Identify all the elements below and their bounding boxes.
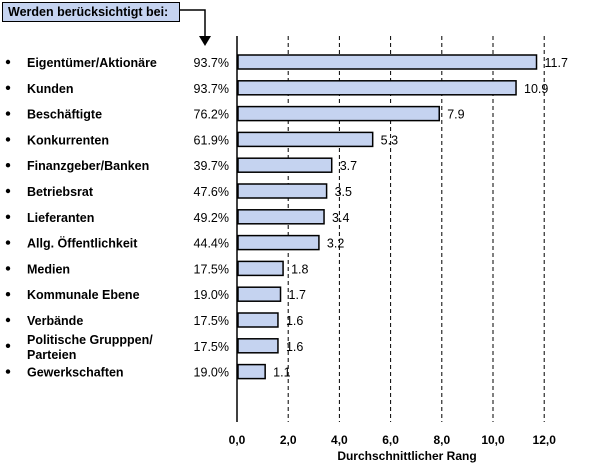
grid-lines [287, 36, 545, 422]
percentage-label: 47.6% [194, 185, 229, 199]
header-arrow [180, 9, 211, 46]
percentage-label: 39.7% [194, 159, 229, 173]
value-label: 3.7 [340, 159, 357, 173]
bars: 11.7 10.9 7.9 5.3 3.7 3.5 3.4 3.2 1.8 1.7 1.6 1.6 1.… [237, 54, 568, 380]
percentage-label: 44.4% [194, 237, 229, 251]
category-label: Lieferanten [27, 211, 94, 225]
percentage-label: 19.0% [194, 288, 229, 302]
category-label: Beschäftigte [27, 108, 102, 122]
x-tick-label: 6,0 [382, 433, 399, 447]
x-tick-label: 0,0 [229, 433, 246, 447]
percentage-label: 76.2% [194, 108, 229, 122]
category-label: Kunden [27, 82, 74, 96]
bar [237, 260, 284, 277]
bar [237, 157, 333, 173]
percentage-label: 49.2% [194, 211, 229, 225]
category-label: Politische Grupppen/ [27, 333, 153, 347]
category-label: Kommunale Ebene [27, 288, 140, 302]
bullet [5, 266, 11, 271]
x-axis-label: Durchschnittlicher Rang [337, 449, 476, 463]
bullet [5, 343, 11, 348]
percentage-label: 17.5% [194, 314, 229, 328]
bar [237, 54, 538, 70]
bullet [5, 85, 11, 91]
category-label: Medien [27, 262, 70, 276]
percentage-label: 17.5% [194, 262, 229, 276]
bullet [5, 163, 11, 168]
value-label: 10.9 [524, 82, 548, 96]
value-label: 7.9 [447, 108, 464, 122]
bar [237, 209, 325, 225]
x-tick-label: 4,0 [331, 433, 348, 447]
x-tick-label: 2,0 [280, 433, 297, 447]
category-label: Allg. Öffentlichkeit [27, 236, 138, 251]
category-label: Eigentümer/Aktionäre [27, 56, 157, 70]
x-tick-label: 12,0 [533, 433, 557, 447]
value-label: 3.4 [332, 211, 349, 225]
bullet [5, 188, 11, 194]
bullet [5, 214, 11, 219]
bullet [5, 317, 11, 323]
category-label: Konkurrenten [27, 133, 109, 147]
percentage-label: 93.7% [194, 82, 229, 96]
bar [237, 312, 279, 328]
header-label-box: Werden berücksichtigt bei: [2, 2, 180, 22]
bar [237, 131, 374, 148]
percentage-label: 17.5% [194, 340, 229, 354]
category-label: Verbände [27, 314, 83, 328]
bar [237, 338, 279, 354]
value-label: 1.8 [291, 262, 308, 276]
bullet [5, 111, 11, 116]
value-label: 1.1 [273, 366, 290, 380]
bar [237, 286, 282, 302]
bullet [5, 137, 11, 142]
bar [237, 105, 440, 122]
category-label: Betriebsrat [27, 185, 94, 199]
value-label: 3.5 [335, 185, 352, 199]
bullet [5, 369, 11, 374]
category-label: Parteien [27, 348, 76, 362]
value-label: 1.6 [286, 314, 303, 328]
percentage-label: 61.9% [194, 133, 229, 147]
bullet [5, 292, 11, 297]
percentage-label: 93.7% [194, 56, 229, 70]
x-tick-label: 10,0 [481, 433, 505, 447]
arrow-line [180, 9, 206, 38]
x-tick-label: 8,0 [433, 433, 450, 447]
value-label: 5.3 [381, 133, 398, 147]
value-label: 1.7 [289, 288, 306, 302]
category-label: Finanzgeber/Banken [27, 159, 149, 173]
axes: 0,0 2,0 4,0 6,0 8,0 10,0 12,0 Durchschnittliche… [229, 36, 557, 463]
value-label: 3.2 [327, 237, 344, 251]
bullet [5, 59, 11, 65]
arrow-head [199, 36, 211, 46]
percentage-label: 19.0% [194, 366, 229, 380]
bar [237, 80, 517, 96]
header-label: Werden berücksichtigt bei: [8, 5, 169, 19]
category-labels: Eigentümer/Aktionäre 93.7% Kunden 93.7% Besc… [5, 56, 229, 380]
bar [237, 183, 328, 199]
category-label: Gewerkschaften [27, 366, 124, 380]
value-label: 11.7 [545, 56, 568, 70]
bar [237, 363, 266, 380]
value-label: 1.6 [286, 340, 303, 354]
bar [237, 234, 320, 251]
bullet [5, 240, 11, 245]
